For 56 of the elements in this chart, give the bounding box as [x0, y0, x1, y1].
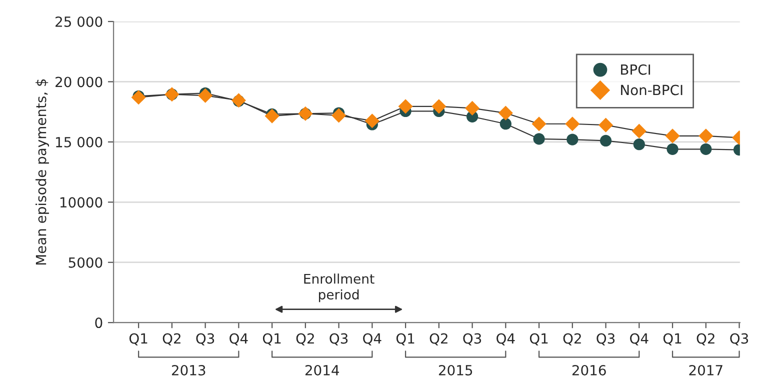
x-tick-label: Q1 [262, 333, 281, 346]
x-tick-label: Q2 [296, 333, 314, 346]
x-tick-label: Q3 [463, 333, 482, 346]
x-tick-label: Q4 [496, 333, 515, 346]
point [565, 116, 580, 132]
point [632, 124, 646, 138]
text: 2016 [572, 364, 606, 376]
text: 2013 [172, 364, 206, 376]
y-tick-label: 5000 [68, 257, 102, 268]
text: 2017 [689, 364, 722, 376]
point [500, 118, 512, 130]
x-tick-label: Q4 [363, 333, 382, 346]
y-tick-label: 15 000 [56, 136, 102, 148]
x-tick-label: Q1 [663, 333, 682, 346]
point [465, 100, 480, 116]
point [131, 90, 146, 105]
point [598, 118, 614, 132]
point [432, 99, 446, 114]
x-tick-label: Q1 [530, 333, 548, 346]
point [566, 134, 578, 146]
point [665, 128, 680, 144]
text: 2014 [305, 364, 340, 376]
point [398, 99, 413, 114]
point [633, 138, 645, 150]
point [600, 134, 612, 147]
point [198, 88, 213, 103]
y-axis-title: Mean episode payments, $ [36, 79, 49, 265]
point [532, 116, 546, 132]
point [264, 108, 280, 124]
text: 2015 [438, 364, 472, 376]
point [698, 128, 714, 144]
y-tick-label: 0 [95, 318, 102, 328]
annotation: Enrollment period [304, 274, 374, 302]
x-tick-label: Q2 [696, 333, 714, 346]
x-tick-label: Q3 [730, 333, 748, 346]
point [700, 143, 712, 155]
x-tick-label: Q4 [630, 333, 648, 346]
x-tick-label: Q3 [596, 333, 615, 346]
x-tick-label: Q2 [563, 333, 581, 346]
y-tick-label: 25 000 [56, 16, 102, 27]
legend-label: BPCI [621, 64, 650, 75]
x-tick-label: Q1 [129, 333, 148, 346]
x-tick-label: Q2 [162, 333, 180, 346]
x-tick-label: Q3 [196, 333, 214, 346]
x-tick-label: Q4 [230, 333, 248, 346]
point [533, 133, 545, 145]
y-tick-label: 10000 [60, 197, 102, 208]
x-tick-label: Q1 [396, 333, 414, 346]
x-tick-label: Q3 [330, 333, 348, 346]
legend-label: Non-BPCI [621, 84, 682, 96]
point [364, 114, 380, 128]
x-tick-label: Q2 [430, 333, 448, 346]
point [498, 106, 513, 120]
point [666, 143, 678, 155]
y-tick-label: 20 000 [56, 76, 102, 88]
point [332, 108, 346, 123]
